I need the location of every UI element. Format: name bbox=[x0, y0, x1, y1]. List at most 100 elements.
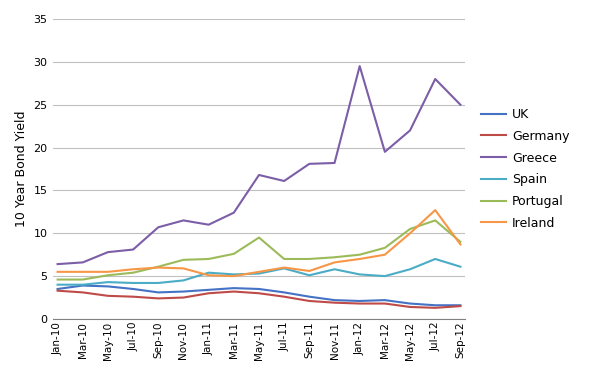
Line: Germany: Germany bbox=[58, 291, 460, 308]
Ireland bbox=[54, 270, 61, 274]
Spain bbox=[281, 266, 288, 271]
Spain bbox=[104, 280, 112, 284]
Greece bbox=[255, 173, 263, 177]
Ireland bbox=[281, 265, 288, 270]
UK bbox=[407, 301, 414, 306]
Line: Spain: Spain bbox=[58, 259, 460, 285]
Germany bbox=[407, 305, 414, 309]
Line: Ireland: Ireland bbox=[58, 210, 460, 276]
Spain bbox=[331, 267, 338, 272]
Portugal bbox=[155, 264, 162, 269]
Ireland bbox=[130, 267, 137, 272]
Portugal bbox=[356, 252, 363, 257]
Greece bbox=[306, 162, 313, 166]
UK bbox=[130, 287, 137, 291]
Spain bbox=[130, 281, 137, 285]
Spain bbox=[407, 267, 414, 272]
Germany bbox=[130, 294, 137, 299]
Greece bbox=[54, 262, 61, 266]
UK bbox=[104, 284, 112, 289]
Germany bbox=[104, 294, 112, 298]
Greece bbox=[281, 179, 288, 183]
Germany bbox=[331, 300, 338, 305]
Greece bbox=[104, 250, 112, 254]
Portugal bbox=[130, 270, 137, 275]
Ireland bbox=[79, 270, 86, 274]
Germany bbox=[457, 304, 464, 308]
Portugal bbox=[407, 227, 414, 231]
Spain bbox=[457, 264, 464, 269]
Greece bbox=[180, 218, 187, 223]
Spain bbox=[54, 282, 61, 287]
UK bbox=[381, 298, 388, 302]
Greece bbox=[407, 128, 414, 133]
Line: Portugal: Portugal bbox=[58, 220, 460, 279]
UK bbox=[230, 286, 237, 290]
Germany bbox=[356, 301, 363, 306]
Portugal bbox=[104, 273, 112, 278]
UK bbox=[356, 299, 363, 303]
UK bbox=[457, 303, 464, 307]
Greece bbox=[79, 260, 86, 265]
Ireland bbox=[205, 273, 212, 278]
Germany bbox=[281, 294, 288, 299]
Y-axis label: 10 Year Bond Yield: 10 Year Bond Yield bbox=[15, 111, 28, 227]
UK bbox=[205, 288, 212, 292]
Portugal bbox=[180, 258, 187, 262]
UK bbox=[79, 283, 86, 288]
Portugal bbox=[432, 218, 439, 223]
Germany bbox=[54, 288, 61, 293]
Germany bbox=[306, 299, 313, 303]
Spain bbox=[155, 281, 162, 285]
UK bbox=[331, 298, 338, 302]
Ireland bbox=[155, 265, 162, 270]
UK bbox=[432, 303, 439, 307]
Greece bbox=[356, 64, 363, 68]
UK bbox=[180, 289, 187, 294]
Spain bbox=[180, 278, 187, 283]
Ireland bbox=[306, 269, 313, 273]
Spain bbox=[432, 257, 439, 261]
Ireland bbox=[255, 270, 263, 274]
Ireland bbox=[180, 266, 187, 271]
Greece bbox=[331, 161, 338, 165]
Portugal bbox=[306, 257, 313, 261]
Ireland bbox=[381, 252, 388, 257]
Portugal bbox=[255, 235, 263, 240]
Line: UK: UK bbox=[58, 285, 460, 305]
Spain bbox=[230, 272, 237, 277]
UK bbox=[306, 294, 313, 299]
Spain bbox=[356, 272, 363, 277]
Portugal bbox=[331, 255, 338, 260]
Ireland bbox=[457, 242, 464, 247]
Portugal bbox=[205, 257, 212, 261]
Germany bbox=[255, 291, 263, 296]
Germany bbox=[79, 290, 86, 295]
Ireland bbox=[230, 274, 237, 278]
Greece bbox=[432, 77, 439, 81]
Germany bbox=[230, 289, 237, 294]
UK bbox=[54, 287, 61, 291]
Ireland bbox=[356, 257, 363, 261]
UK bbox=[281, 290, 288, 295]
Portugal bbox=[457, 240, 464, 244]
Greece bbox=[130, 247, 137, 252]
Ireland bbox=[407, 231, 414, 236]
UK bbox=[255, 287, 263, 291]
Germany bbox=[205, 291, 212, 296]
Greece bbox=[381, 150, 388, 154]
Greece bbox=[205, 222, 212, 227]
Portugal bbox=[79, 277, 86, 282]
Portugal bbox=[381, 246, 388, 250]
Germany bbox=[180, 295, 187, 300]
Ireland bbox=[104, 270, 112, 274]
Spain bbox=[79, 282, 86, 287]
Germany bbox=[155, 296, 162, 301]
Ireland bbox=[432, 208, 439, 212]
Line: Greece: Greece bbox=[58, 66, 460, 264]
Portugal bbox=[230, 252, 237, 256]
Greece bbox=[155, 225, 162, 230]
Ireland bbox=[331, 260, 338, 265]
Spain bbox=[205, 270, 212, 275]
Germany bbox=[432, 306, 439, 310]
